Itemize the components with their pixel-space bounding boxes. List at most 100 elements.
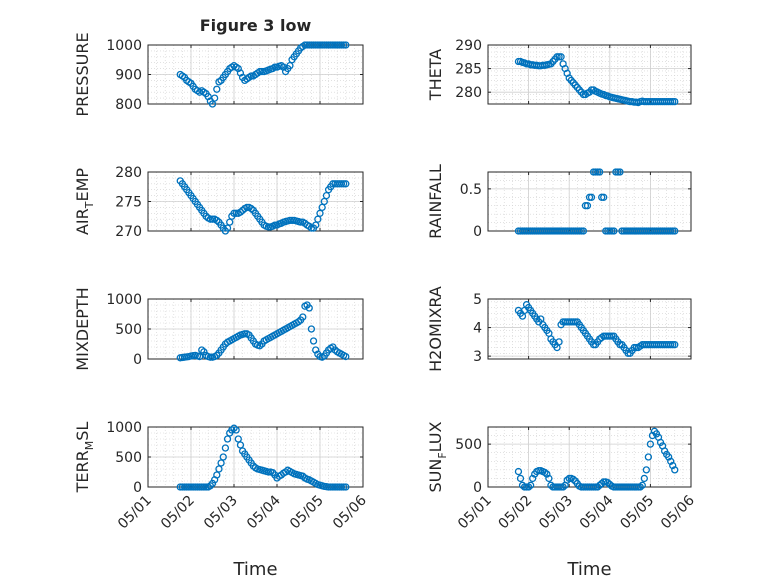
data-point xyxy=(667,457,675,465)
x-tick-label: 05/03 xyxy=(536,493,576,533)
y-tick-label: 0 xyxy=(473,480,482,496)
data-point xyxy=(200,348,208,356)
subplot-6: 3 4 5 H2OMIXRA xyxy=(426,286,692,372)
data-point xyxy=(223,435,232,443)
data-point xyxy=(271,63,279,71)
data-point xyxy=(600,193,608,201)
subplot-7: 0 500 1000 TERRMSL 05/01 05/02 05/03 05/04 05/05… xyxy=(73,420,370,580)
data-point xyxy=(342,352,350,361)
data-point xyxy=(616,168,624,176)
y-tick-label: 0 xyxy=(133,480,142,496)
data-point xyxy=(636,483,644,491)
data-point xyxy=(243,203,251,212)
data-point xyxy=(339,483,348,491)
data-point xyxy=(514,467,523,476)
data-point xyxy=(264,223,273,231)
data-point xyxy=(307,325,316,333)
y-tick-label: 1000 xyxy=(106,420,142,436)
y-axis-label: RAINFALL xyxy=(426,164,445,239)
data-point xyxy=(642,466,650,474)
data-point xyxy=(644,453,653,461)
data-point xyxy=(669,461,677,470)
y-tick-label: 0 xyxy=(473,224,482,240)
data-point xyxy=(210,94,219,102)
data-point xyxy=(215,465,223,473)
data-point xyxy=(208,479,217,488)
data-point xyxy=(219,453,227,461)
data-point xyxy=(339,41,348,49)
data-point xyxy=(342,180,350,188)
data-point xyxy=(208,215,217,223)
y-axis-label: THETA xyxy=(426,49,445,101)
x-tick-label: 05/05 xyxy=(617,493,657,533)
data-point xyxy=(342,483,350,491)
x-tick-label: 05/06 xyxy=(658,492,698,532)
y-tick-label: 500 xyxy=(455,437,482,453)
y-axis-label: PRESSURE xyxy=(73,32,92,116)
data-point xyxy=(665,453,673,461)
y-axis-label: MIXDEPTH xyxy=(73,287,92,370)
data-point xyxy=(217,459,225,467)
data-point xyxy=(195,352,204,361)
data-point xyxy=(200,483,208,491)
data-point xyxy=(337,483,346,491)
axes-box xyxy=(487,44,692,105)
data-point xyxy=(610,227,618,235)
subplot-4: 0 0.5 RAINFALL xyxy=(426,164,692,240)
x-tick-label: 05/02 xyxy=(496,493,536,533)
data-point xyxy=(342,41,350,49)
data-point xyxy=(640,474,648,483)
data-point xyxy=(671,97,679,106)
axes-box xyxy=(487,171,692,232)
data-point xyxy=(638,481,646,489)
data-point xyxy=(202,483,210,491)
y-tick-label: 280 xyxy=(115,165,142,181)
y-tick-label: 5 xyxy=(473,292,482,308)
y-tick-label: 0.5 xyxy=(460,182,482,198)
data-point xyxy=(646,440,655,448)
data-point xyxy=(559,483,567,491)
x-tick-label: 05/01 xyxy=(115,493,155,533)
subplot-1: 800 900 1000 PRESSURE xyxy=(73,32,364,117)
x-tick-label: 05/04 xyxy=(244,492,284,532)
axes-box xyxy=(487,426,692,488)
data-point xyxy=(541,468,549,477)
data-point xyxy=(213,471,221,479)
data-point xyxy=(337,41,346,49)
data-point xyxy=(226,218,234,226)
data-point xyxy=(296,218,305,226)
data-point xyxy=(583,202,592,210)
data-point xyxy=(236,441,245,449)
y-tick-label: 4 xyxy=(473,321,482,337)
x-tick-label: 05/04 xyxy=(577,492,617,532)
y-tick-label: 800 xyxy=(115,97,142,113)
y-tick-label: 280 xyxy=(455,85,482,101)
x-tick-label: 05/01 xyxy=(455,493,495,533)
data-point xyxy=(299,313,307,321)
data-point xyxy=(241,330,249,338)
data-point xyxy=(569,475,577,483)
data-point xyxy=(339,180,348,188)
data-point xyxy=(247,72,255,80)
subplot-2: 280 285 290 THETA xyxy=(426,38,692,107)
y-tick-label: 290 xyxy=(455,38,482,54)
data-point xyxy=(545,474,553,483)
data-point xyxy=(557,53,565,61)
data-point xyxy=(206,353,215,361)
y-tick-label: 0 xyxy=(133,352,142,368)
data-point xyxy=(579,227,588,235)
data-point xyxy=(232,209,240,217)
data-point xyxy=(264,468,273,476)
data-point xyxy=(309,337,318,345)
x-tick-label: 05/05 xyxy=(287,493,327,533)
y-tick-label: 500 xyxy=(115,450,142,466)
y-tick-label: 1000 xyxy=(106,292,142,308)
subplot-3: 270 275 280 AIRTEMP xyxy=(73,165,364,240)
figure-title: Figure 3 low xyxy=(200,16,312,35)
data-point xyxy=(305,304,313,312)
subplot-8: 0 500 SUNFLUX 05/01 05/02 05/03 05/04 05/05 05/0… xyxy=(426,421,698,580)
x-tick-label: 05/03 xyxy=(201,493,241,533)
y-axis-label: H2OMIXRA xyxy=(426,286,445,372)
y-tick-label: 285 xyxy=(455,62,482,78)
